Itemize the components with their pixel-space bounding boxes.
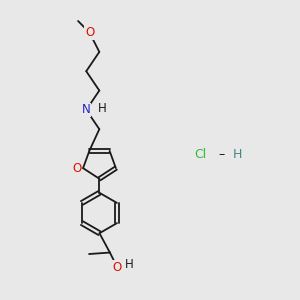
Text: H: H (125, 258, 134, 271)
Text: O: O (73, 162, 82, 175)
Text: –: – (218, 148, 225, 161)
Text: Cl: Cl (195, 148, 207, 161)
Text: O: O (85, 26, 94, 39)
Text: H: H (233, 148, 243, 161)
Text: N: N (82, 103, 91, 116)
Text: O: O (113, 261, 122, 274)
Text: H: H (98, 102, 107, 115)
